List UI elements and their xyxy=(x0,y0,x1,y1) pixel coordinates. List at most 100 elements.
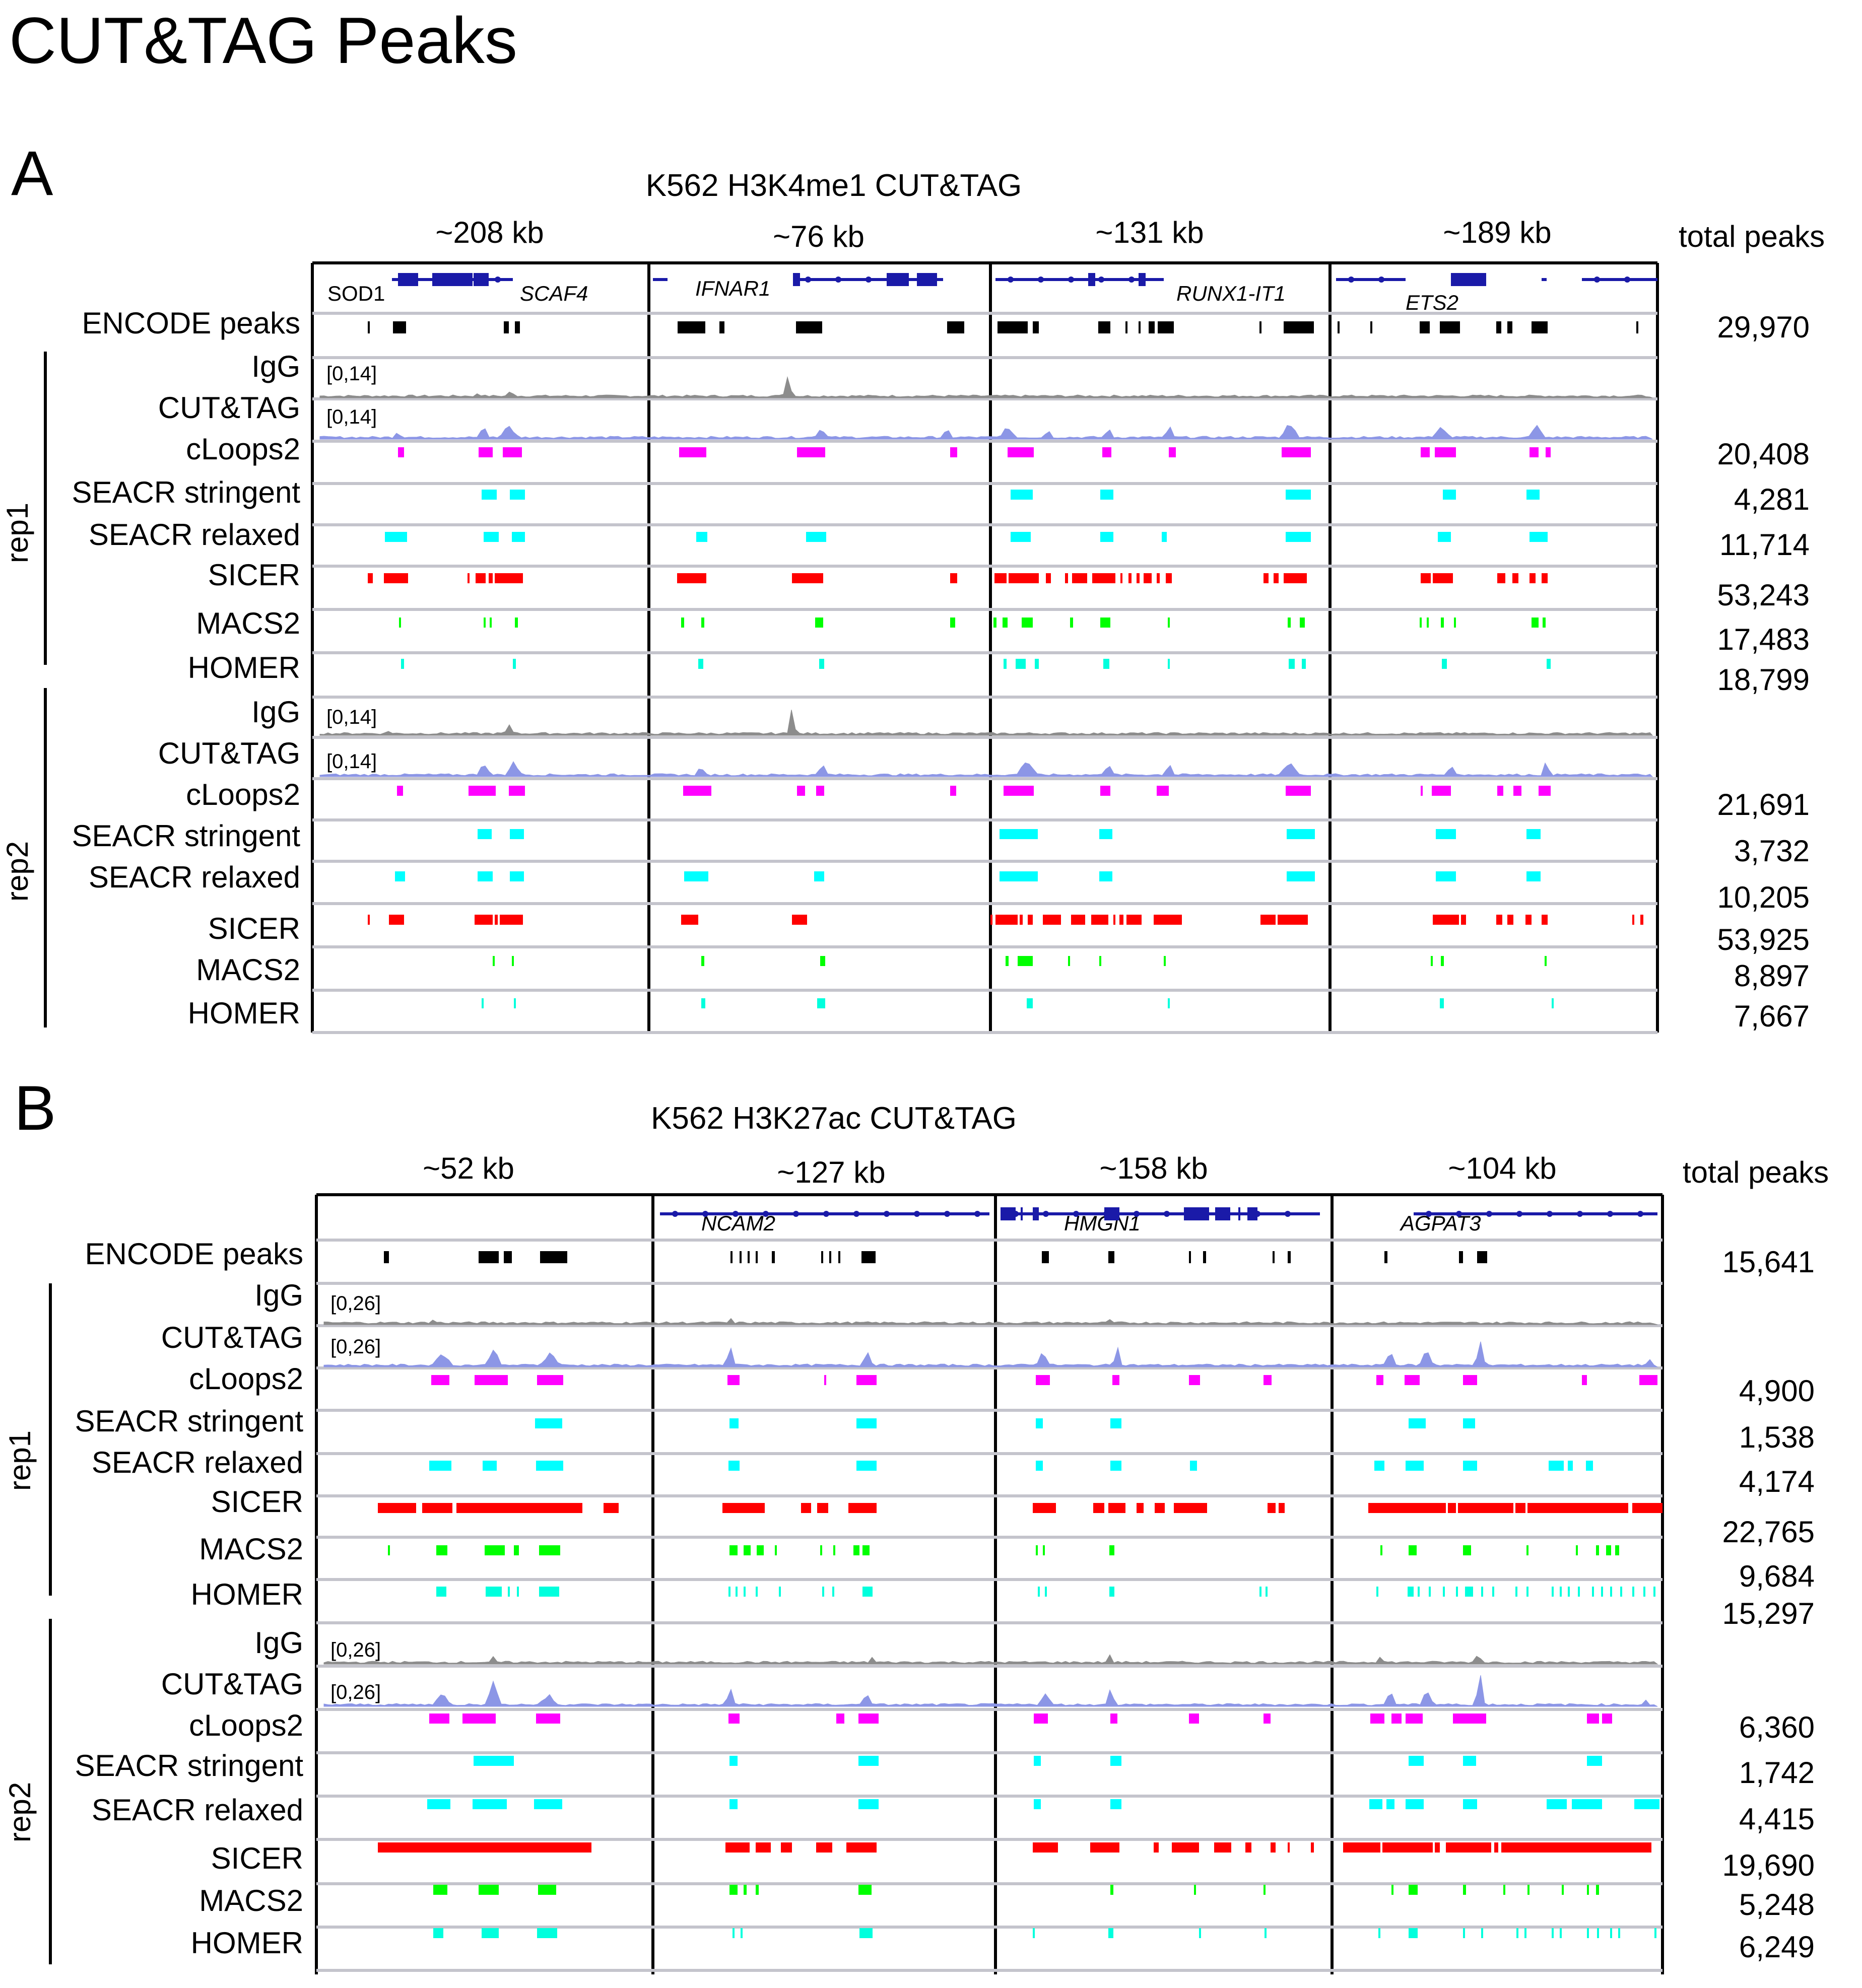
track-label-b-r2-igg: IgG xyxy=(254,1626,303,1660)
sicer-rep2-peak xyxy=(1172,1842,1199,1853)
sicer-rep2-peak xyxy=(1446,1842,1491,1853)
macs2-rep2-peak xyxy=(756,1885,759,1895)
gene-strand-marker xyxy=(1624,277,1630,283)
sicer-rep1-peak xyxy=(848,1503,877,1513)
encode-peaks-peak xyxy=(479,1251,499,1263)
sicer-rep2-peak xyxy=(1278,915,1308,925)
macs2-rep2-peak xyxy=(1409,1885,1418,1895)
seacr-stringent-rep2-peak xyxy=(510,829,524,839)
seacr-stringent-rep2-peak xyxy=(1526,829,1541,839)
macs2-rep2-peak xyxy=(1018,956,1033,966)
count-a-r1-homer: 18,799 xyxy=(1717,663,1810,697)
sicer-rep2-peak xyxy=(495,915,498,925)
seacr-relaxed-rep2-peak xyxy=(534,1799,562,1809)
homer-rep2-peak xyxy=(1409,1928,1418,1938)
seacr-relaxed-rep1-peak xyxy=(1286,532,1311,542)
seacr-relaxed-rep1-peak xyxy=(1110,1461,1121,1471)
encode-peaks-peak xyxy=(1384,1251,1387,1263)
track-label-a-r1-homer: HOMER xyxy=(187,651,300,684)
cloops2-rep2-peak xyxy=(1497,786,1503,796)
seacr-relaxed-rep2-peak xyxy=(1463,1799,1477,1809)
seacr-relaxed-rep1-peak xyxy=(1036,1461,1043,1471)
track-label-a-r1-cloops2: cLoops2 xyxy=(186,432,300,466)
track-label-encode-a: ENCODE peaks xyxy=(82,306,300,340)
macs2-rep1-peak xyxy=(862,1545,870,1555)
count-b-r1-macs2: 9,684 xyxy=(1739,1559,1815,1593)
macs2-rep1-peak xyxy=(1427,618,1429,628)
sicer-rep1-peak xyxy=(994,573,1007,583)
homer-rep2-peak xyxy=(1265,1928,1267,1938)
count-a-r2-seacr-relaxed: 10,205 xyxy=(1717,880,1810,914)
encode-peaks-peak xyxy=(730,1251,733,1263)
macs2-rep1-peak xyxy=(1463,1545,1471,1555)
cloops2-rep2-peak xyxy=(1004,786,1034,796)
macs2-rep1-peak xyxy=(1100,618,1110,628)
homer-rep1-peak xyxy=(1302,659,1306,669)
sicer-rep1-peak xyxy=(1072,573,1087,583)
homer-rep1-peak xyxy=(1643,1587,1645,1597)
cloops2-rep2-peak xyxy=(1391,1713,1402,1724)
homer-rep1-peak xyxy=(1578,1587,1580,1597)
seacr-relaxed-rep1-peak xyxy=(1100,532,1113,542)
cloops2-rep1-peak xyxy=(824,1375,826,1385)
count-b-r2-macs2: 5,248 xyxy=(1739,1888,1815,1922)
sicer-rep2-peak xyxy=(1164,915,1182,925)
gene-strand-marker xyxy=(944,1211,950,1217)
homer-rep2-peak xyxy=(1587,1928,1589,1938)
sicer-rep2-peak xyxy=(1496,915,1502,925)
gene-strand-marker xyxy=(896,277,902,283)
track-label-b-r2-cuttag: CUT&TAG xyxy=(161,1667,303,1701)
homer-rep2-peak xyxy=(1108,1928,1113,1938)
sicer-rep1-peak xyxy=(1065,573,1068,583)
homer-rep1-peak xyxy=(1552,1587,1554,1597)
cloops2-rep2-peak xyxy=(1286,786,1311,796)
sicer-rep2-peak xyxy=(792,915,807,925)
sicer-rep1-peak xyxy=(1515,1503,1525,1513)
gene-strand-marker xyxy=(884,1211,890,1217)
cloops2-rep2-peak xyxy=(1110,1713,1117,1724)
cloops2-rep2-peak xyxy=(509,786,525,796)
cloops2-rep1-peak xyxy=(503,447,522,457)
homer-rep1-peak xyxy=(1045,1587,1047,1597)
homer-rep2-peak xyxy=(1440,998,1444,1008)
sicer-rep2-peak xyxy=(1020,915,1023,925)
count-a-r1-macs2: 17,483 xyxy=(1717,623,1810,656)
sicer-rep1-peak xyxy=(1157,573,1160,583)
homer-rep2-peak xyxy=(859,1928,873,1938)
panel-a-total-peaks-header: total peaks xyxy=(1679,220,1825,253)
homer-rep2-peak xyxy=(1597,1928,1599,1938)
encode-peaks-peak xyxy=(1259,321,1261,333)
macs2-rep2-peak xyxy=(493,956,495,966)
gene-exon xyxy=(474,273,489,286)
macs2-rep2-peak xyxy=(1463,1885,1466,1895)
sicer-rep2-peak xyxy=(389,915,404,925)
seacr-relaxed-rep1-peak xyxy=(728,1461,740,1471)
homer-rep1-peak xyxy=(1418,1587,1420,1597)
cloops2-rep2-peak xyxy=(683,786,711,796)
homer-rep1-peak xyxy=(862,1587,873,1597)
track-label-a-r1-igg: IgG xyxy=(251,350,300,383)
sicer-rep1-peak xyxy=(1433,573,1453,583)
seacr-relaxed-rep1-peak xyxy=(1011,532,1031,542)
encode-peaks-peak xyxy=(947,321,964,333)
macs2-rep1-peak xyxy=(1022,618,1033,628)
seacr-relaxed-rep2-peak xyxy=(427,1799,450,1809)
macs2-rep1-peak xyxy=(1606,1545,1611,1555)
sicer-rep2-peak xyxy=(756,1842,771,1853)
macs2-rep2-peak xyxy=(1587,1885,1589,1895)
homer-rep1-peak xyxy=(728,1587,730,1597)
macs2-rep1-peak xyxy=(775,1545,777,1555)
gene-strand-marker xyxy=(733,1211,739,1217)
sicer-rep2-peak xyxy=(1126,915,1142,925)
encode-peaks-peak xyxy=(861,1251,876,1263)
homer-rep1-peak xyxy=(1429,1587,1431,1597)
encode-peaks-peak xyxy=(1125,321,1127,333)
encode-peaks-peak xyxy=(772,1251,775,1263)
homer-rep2-peak xyxy=(1481,1928,1483,1938)
homer-rep2-peak xyxy=(1552,998,1554,1008)
homer-rep1-peak xyxy=(1168,659,1170,669)
cloops2-rep1-peak xyxy=(1530,447,1539,457)
macs2-rep2-peak xyxy=(701,956,704,966)
macs2-rep1-peak xyxy=(757,1545,764,1555)
macs2-rep2-peak xyxy=(433,1885,447,1895)
